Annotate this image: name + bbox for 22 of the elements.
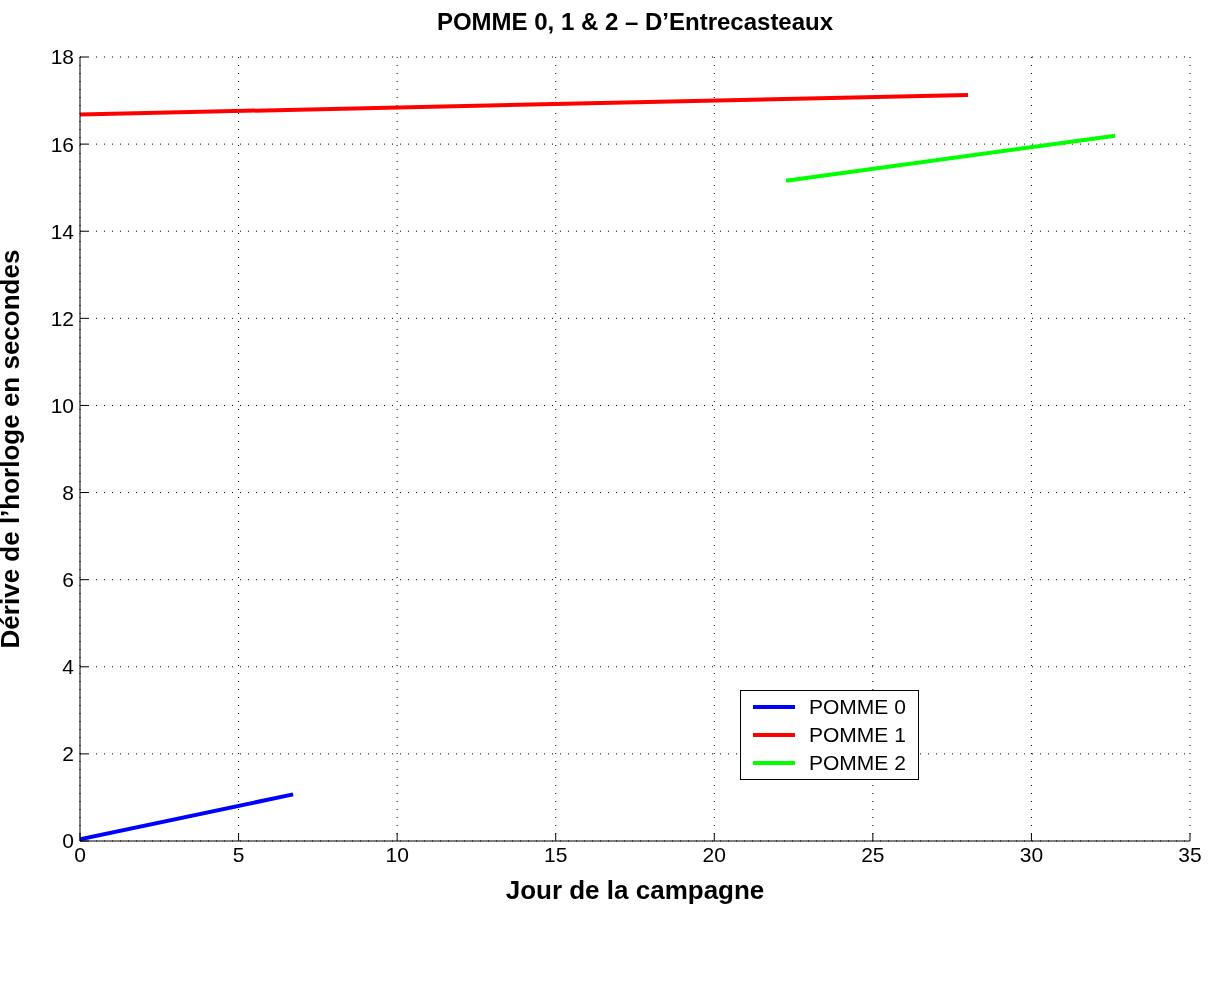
chart-title: POMME 0, 1 & 2 – D’Entrecasteaux	[435, 8, 835, 36]
y-tick-label: 4	[62, 655, 75, 679]
y-tick-label: 2	[62, 742, 74, 766]
y-tick-label: 8	[62, 481, 74, 505]
x-tick-label: 10	[385, 842, 409, 866]
y-tick-label: 14	[50, 219, 75, 243]
y-tick-label: 18	[50, 45, 74, 69]
x-tick-label: 25	[861, 842, 885, 866]
y-tick-label: 6	[62, 568, 74, 592]
y-tick-label: 10	[50, 393, 74, 417]
y-axis-title: Dérive de l’horloge en secondes	[0, 249, 26, 649]
x-tick-label: 20	[702, 842, 726, 866]
x-tick-label: 5	[232, 842, 245, 866]
y-tick-label: 12	[50, 306, 74, 330]
x-tick-label: 15	[544, 842, 568, 866]
x-axis-title: Jour de la campagne	[505, 875, 765, 905]
legend-label: POMME 0	[809, 695, 906, 719]
x-tick-label: 30	[1019, 842, 1044, 866]
x-tick-label: 35	[1178, 842, 1202, 866]
y-tick-label: 16	[50, 132, 74, 156]
legend-label: POMME 1	[809, 723, 906, 747]
legend-label: POMME 2	[809, 751, 906, 775]
